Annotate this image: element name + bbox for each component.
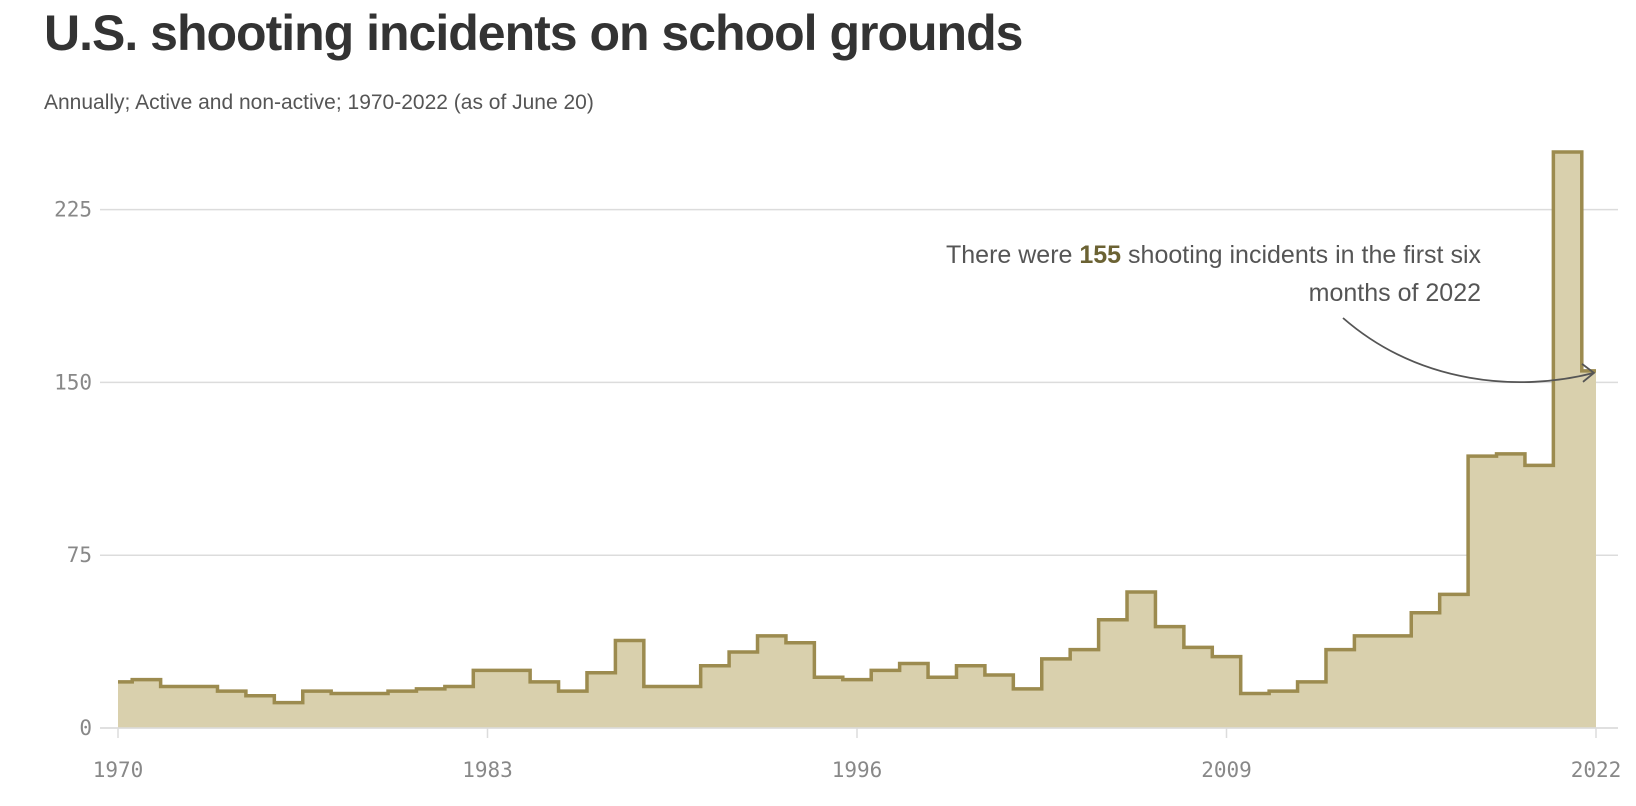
y-tick-label: 0 — [79, 716, 92, 740]
chart-subtitle: Annually; Active and non-active; 1970-20… — [44, 91, 594, 114]
y-tick-label: 225 — [54, 198, 92, 222]
x-tick-label: 1996 — [832, 758, 883, 782]
x-tick-label: 1983 — [462, 758, 513, 782]
x-tick-label: 1970 — [93, 758, 144, 782]
series-area — [118, 150, 1596, 728]
y-tick-label: 75 — [67, 543, 92, 567]
annotation-after: shooting incidents in the first six mont… — [1121, 241, 1481, 307]
annotation-arrow — [1342, 317, 1596, 384]
x-tick-label: 2022 — [1571, 758, 1622, 782]
axes: 0 75 150 225 1970 1983 1996 2009 2022 — [54, 198, 1621, 782]
series-line — [118, 150, 1596, 705]
annotation-text: There were 155 shooting incidents in the… — [921, 236, 1481, 312]
annotation-highlight: 155 — [1079, 241, 1122, 269]
x-tick-label: 2009 — [1201, 758, 1252, 782]
chart-title: U.S. shooting incidents on school ground… — [44, 5, 1023, 61]
arrow-head — [1581, 363, 1596, 383]
y-tick-label: 150 — [54, 370, 92, 394]
arrow-curve — [1342, 317, 1595, 384]
series-fill — [118, 152, 1596, 728]
annotation-before: There were — [945, 241, 1080, 269]
